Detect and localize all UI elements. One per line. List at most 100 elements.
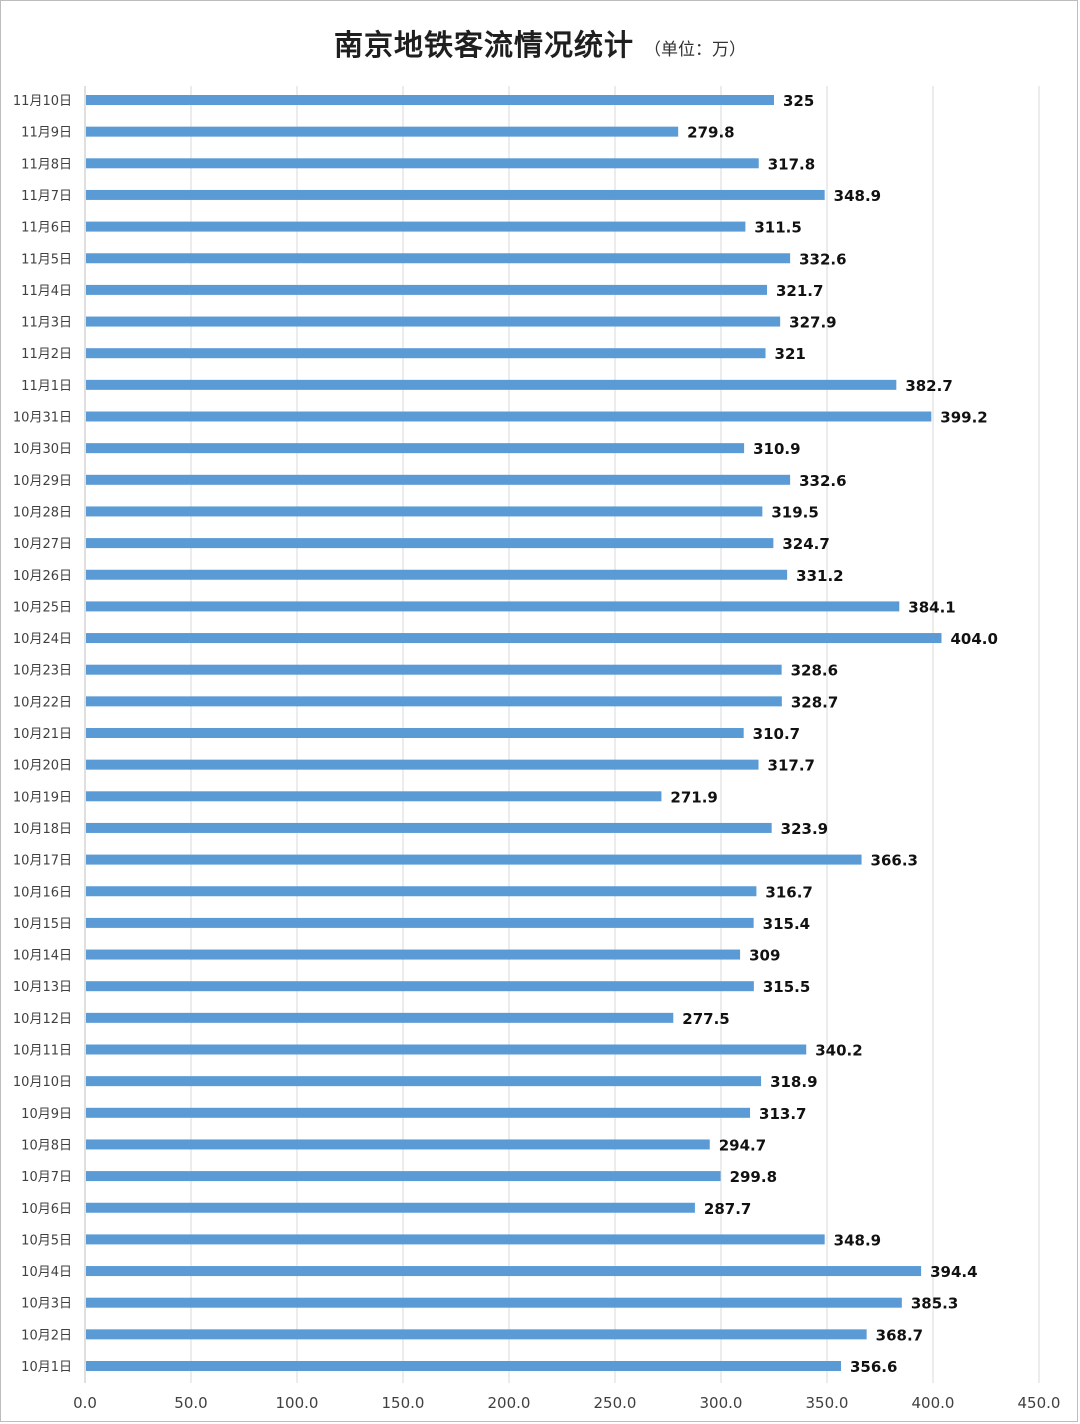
data-label: 332.6 [799,472,846,490]
data-label: 384.1 [908,598,955,616]
data-label: 316.7 [765,883,812,901]
bar [86,917,754,928]
bar [86,379,897,390]
category-label: 10月21日 [13,727,72,742]
category-label: 10月30日 [13,442,72,457]
data-label: 340.2 [815,1042,862,1060]
category-label: 11月8日 [21,157,72,172]
bar [86,158,759,169]
category-label: 11月10日 [13,94,72,109]
category-label: 10月1日 [21,1360,72,1375]
category-label: 11月1日 [21,379,72,394]
bar [86,443,745,454]
data-label: 310.7 [753,725,800,743]
category-label: 10月5日 [21,1233,72,1248]
category-label: 11月3日 [21,316,72,331]
bar [86,1076,762,1087]
bar [86,1202,695,1213]
data-label: 313.7 [759,1105,806,1123]
x-tick-label: 150.0 [382,1394,425,1412]
bar [86,1361,841,1371]
bar [86,538,774,549]
chart-title-block: 南京地铁客流情况统计 （单位：万） [0,22,1080,64]
data-label: 299.8 [730,1168,777,1186]
data-label: 311.5 [754,219,801,237]
category-label: 10月26日 [13,569,72,584]
bar [86,633,942,644]
bar [86,126,679,137]
category-label: 11月9日 [21,126,72,141]
bar [86,189,825,200]
category-label: 11月6日 [21,221,72,236]
bar [86,791,662,802]
data-label: 382.7 [905,377,952,395]
category-label: 10月20日 [13,759,72,774]
data-label: 331.2 [796,567,843,585]
category-label: 10月15日 [13,917,72,932]
category-label: 10月9日 [21,1107,72,1122]
data-label: 368.7 [876,1326,923,1344]
category-label: 10月11日 [13,1044,72,1059]
category-label: 10月13日 [13,980,72,995]
data-label: 294.7 [719,1136,766,1154]
x-tick-label: 450.0 [1018,1394,1061,1412]
category-label: 10月22日 [13,695,72,710]
bar [86,664,782,675]
bar [86,601,900,612]
data-label: 328.6 [791,662,838,680]
bar [86,569,788,580]
data-label: 366.3 [871,852,918,870]
data-label: 277.5 [682,1010,729,1028]
category-label: 10月7日 [21,1170,72,1185]
category-label: 11月4日 [21,284,72,299]
category-label: 11月2日 [21,347,72,362]
category-label: 10月14日 [13,949,72,964]
x-tick-label: 400.0 [912,1394,955,1412]
category-label: 10月27日 [13,537,72,552]
data-label: 318.9 [770,1073,817,1091]
category-label: 10月12日 [13,1012,72,1027]
bar [86,1139,710,1150]
bar [86,1012,674,1023]
category-label: 10月6日 [21,1202,72,1217]
category-label: 10月31日 [13,411,72,426]
data-label: 394.4 [930,1263,977,1281]
bar [86,981,754,992]
data-label: 271.9 [670,788,717,806]
data-label: 324.7 [782,535,829,553]
category-label: 10月3日 [21,1297,72,1312]
x-tick-label: 50.0 [174,1394,207,1412]
x-tick-label: 350.0 [806,1394,849,1412]
category-label: 10月29日 [13,474,72,489]
category-label: 10月2日 [21,1328,72,1343]
category-label: 10月17日 [13,854,72,869]
data-label: 328.7 [791,693,838,711]
bar [86,1171,721,1182]
category-label: 11月5日 [21,252,72,267]
category-label: 10月28日 [13,505,72,520]
data-label: 404.0 [950,630,997,648]
category-label: 11月7日 [21,189,72,204]
bar [86,1297,902,1308]
bar [86,1234,825,1245]
bar [86,221,746,232]
data-label: 279.8 [687,124,734,142]
bar [86,348,766,359]
data-label: 309 [749,947,780,965]
data-label: 332.6 [799,250,846,268]
bar [86,696,782,707]
category-label: 10月10日 [13,1075,72,1090]
category-label: 10月8日 [21,1138,72,1153]
data-label: 399.2 [940,409,987,427]
chart-unit-note: （单位：万） [644,40,746,60]
data-label: 348.9 [834,1231,881,1249]
category-label: 10月24日 [13,632,72,647]
x-tick-label: 0.0 [73,1394,97,1412]
bar [86,316,781,327]
data-label: 317.7 [768,757,815,775]
data-label: 315.5 [763,978,810,996]
bar [86,949,741,960]
data-label: 321 [775,345,806,363]
bar [86,1044,807,1055]
